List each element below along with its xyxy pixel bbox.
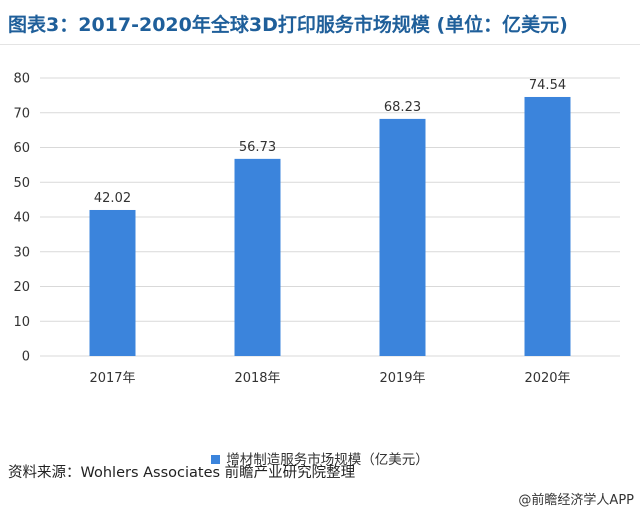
bar xyxy=(234,158,281,356)
bar xyxy=(524,96,571,356)
legend: 增材制造服务市场规模（亿美元） xyxy=(0,448,640,468)
legend-swatch xyxy=(211,454,221,464)
legend-label: 增材制造服务市场规模（亿美元） xyxy=(226,452,429,468)
bar-value-label: 68.23 xyxy=(384,100,421,115)
y-tick-label: 40 xyxy=(13,211,30,226)
y-tick-label: 50 xyxy=(13,176,30,191)
y-tick-label: 60 xyxy=(13,141,30,156)
bar-value-label: 42.02 xyxy=(94,191,131,206)
x-tick-label: 2020年 xyxy=(524,371,570,386)
y-tick-label: 30 xyxy=(13,245,30,260)
chart-panel: 0 10 20 30 40 50 60 70 80 42.02 2017年 56.73 2018年 68.… xyxy=(0,44,640,468)
y-tick-label: 70 xyxy=(13,106,30,121)
x-tick-label: 2018年 xyxy=(234,371,280,386)
bar-value-label: 74.54 xyxy=(529,78,566,93)
bar xyxy=(379,118,426,356)
brand-watermark: @前瞻经济学人APP xyxy=(518,493,634,508)
x-tick-label: 2019年 xyxy=(379,371,425,386)
y-tick-label: 20 xyxy=(13,280,30,295)
y-tick-label: 80 xyxy=(13,72,30,87)
y-tick-label: 0 xyxy=(22,350,30,365)
x-tick-label: 2017年 xyxy=(89,371,135,386)
bar-value-label: 56.73 xyxy=(239,140,276,155)
y-tick-label: 10 xyxy=(13,315,30,330)
source-note: 资料来源：Wohlers Associates 前瞻产业研究院整理 xyxy=(8,465,356,481)
bar xyxy=(89,209,136,356)
chart-title: 图表3：2017-2020年全球3D打印服务市场规模 (单位：亿美元) xyxy=(8,14,568,36)
bar-chart: 0 10 20 30 40 50 60 70 80 42.02 2017年 56.73 2018年 68.… xyxy=(13,72,620,386)
